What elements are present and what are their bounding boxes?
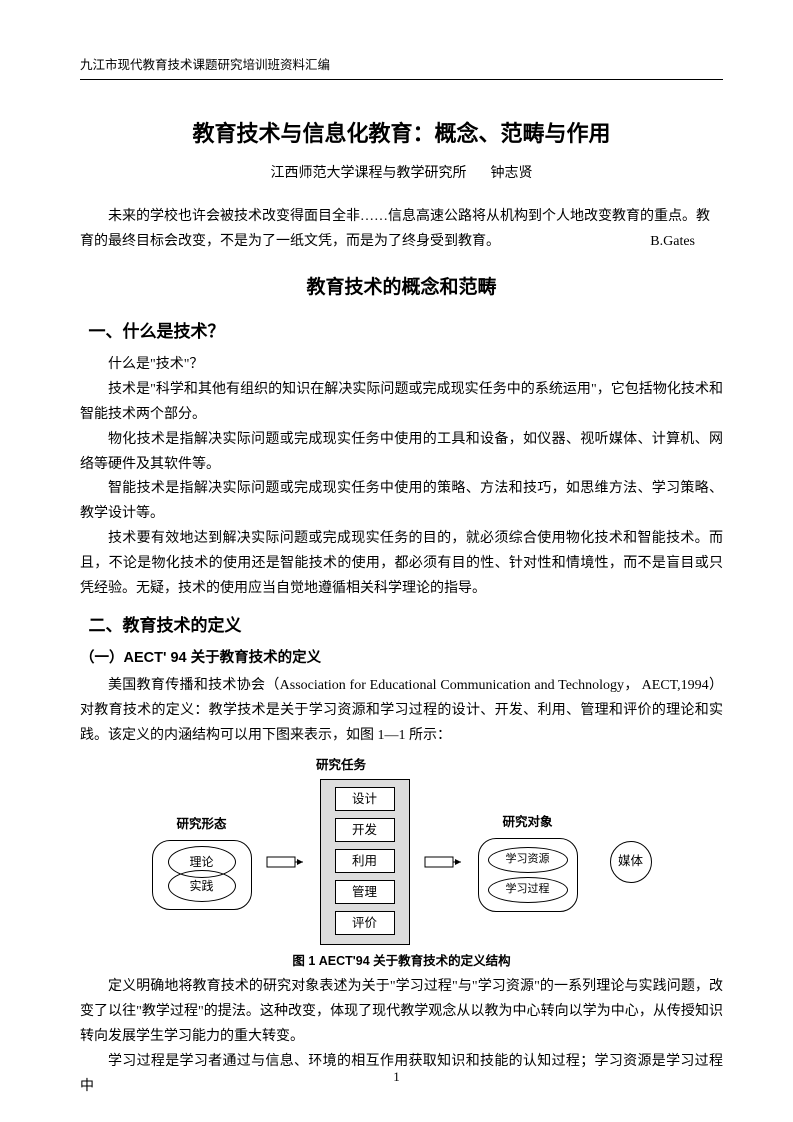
paragraph: 技术是"科学和其他有组织的知识在解决实际问题或完成现实任务中的系统运用"，它包括… xyxy=(80,378,723,428)
epigraph-text: 未来的学校也许会被技术改变得面目全非……信息高速公路将从机构到个人地改变教育的重… xyxy=(80,209,710,250)
heading-level1-definition: 二、教育技术的定义 xyxy=(89,612,724,639)
figure-aect94-diagram: 研究任务 研究形态 理论 实践 设计 开发 xyxy=(152,755,652,945)
paragraph: 技术要有效地达到解决实际问题或完成现实任务的目的，就必须综合使用物化技术和智能技… xyxy=(80,527,723,602)
heading-level2-aect94: （一）AECT' 94 关于教育技术的定义 xyxy=(80,647,723,670)
diagram-task-design: 设计 xyxy=(335,787,395,811)
diagram-right-box: 学习资源 学习过程 xyxy=(478,838,578,912)
arrow-icon xyxy=(266,851,306,873)
document-title: 教育技术与信息化教育：概念、范畴与作用 xyxy=(80,116,723,151)
figure-caption: 图 1 AECT'94 关于教育技术的定义结构 xyxy=(80,951,723,971)
diagram-label-object: 研究对象 xyxy=(502,812,552,832)
arrow-icon xyxy=(424,851,464,873)
author-name: 钟志贤 xyxy=(491,166,533,181)
section-heading: 教育技术的概念和范畴 xyxy=(80,273,723,303)
paragraph: 物化技术是指解决实际问题或完成现实任务中使用的工具和设备，如仪器、视听媒体、计算… xyxy=(80,428,723,478)
running-header: 九江市现代教育技术课题研究培训班资料汇编 xyxy=(80,55,723,80)
diagram-ellipse-process: 学习过程 xyxy=(488,877,568,903)
diagram-task-use: 利用 xyxy=(335,849,395,873)
author-line: 江西师范大学课程与教学研究所 钟志贤 xyxy=(80,163,723,185)
paragraph: 定义明确地将教育技术的研究对象表述为关于"学习过程"与"学习资源"的一系列理论与… xyxy=(80,975,723,1050)
diagram-ellipse-resources: 学习资源 xyxy=(488,847,568,873)
diagram-ellipse-practice: 实践 xyxy=(168,870,236,902)
page-number: 1 xyxy=(0,1067,793,1088)
author-org: 江西师范大学课程与教学研究所 xyxy=(271,166,467,181)
diagram-task-develop: 开发 xyxy=(335,818,395,842)
diagram-task-manage: 管理 xyxy=(335,880,395,904)
diagram-tasks-box: 设计 开发 利用 管理 评价 xyxy=(320,779,410,945)
paragraph: 智能技术是指解决实际问题或完成现实任务中使用的策略、方法和技巧，如思维方法、学习… xyxy=(80,477,723,527)
diagram-label-tasks: 研究任务 xyxy=(298,755,385,775)
paragraph: 什么是"技术"？ xyxy=(80,353,723,378)
diagram-label-form: 研究形态 xyxy=(176,814,226,834)
dashed-connector-icon xyxy=(592,827,596,897)
diagram-left-box: 理论 实践 xyxy=(152,840,252,910)
paragraph: 美国教育传播和技术协会（Association for Educational … xyxy=(80,674,723,749)
diagram-task-eval: 评价 xyxy=(335,911,395,935)
epigraph: 未来的学校也许会被技术改变得面目全非……信息高速公路将从机构到个人地改变教育的重… xyxy=(80,204,723,256)
heading-level1-what-is-tech: 一、什么是技术？ xyxy=(89,318,724,345)
diagram-media-circle: 媒体 xyxy=(610,841,652,883)
epigraph-cite: B.Gates xyxy=(622,229,695,255)
